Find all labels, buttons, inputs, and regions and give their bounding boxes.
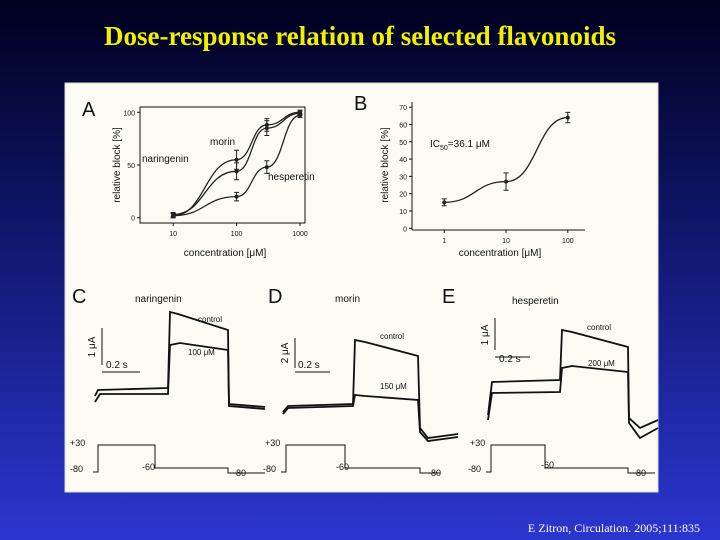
annotation: IC50=36.1 μM: [430, 139, 490, 152]
data-point: [171, 213, 176, 218]
series-label: naringenin: [142, 154, 189, 165]
drug-name: naringenin: [135, 294, 182, 305]
data-point: [565, 115, 570, 120]
data-point: [504, 179, 509, 184]
x-axis-label: concentration [μM]: [184, 248, 267, 259]
y-axis-label: relative block [%]: [112, 127, 123, 203]
voltage-label: -80: [263, 464, 276, 474]
current-trace: [487, 328, 659, 430]
voltage-protocol: [486, 444, 655, 474]
scale-label: 2 μA: [280, 342, 291, 363]
data-point: [234, 194, 239, 199]
slide-title: Dose-response relation of selected flavo…: [104, 21, 616, 51]
current-trace: [282, 394, 459, 442]
voltage-label: +30: [470, 438, 485, 448]
y-tick-label: 70: [399, 105, 407, 112]
voltage-protocol: [93, 444, 265, 474]
panel-label: B: [354, 93, 367, 115]
panel-label: C: [72, 286, 86, 308]
scale-label: 0.2 s: [106, 360, 128, 371]
panel-label: D: [268, 286, 282, 308]
y-tick-label: 40: [399, 157, 407, 164]
y-tick-label: 50: [127, 163, 135, 170]
scale-label: 1 μA: [87, 336, 98, 357]
y-tick-label: 0: [403, 226, 407, 233]
scale-label: 0.2 s: [499, 354, 521, 365]
x-tick-label: 10: [502, 238, 510, 245]
scale-label: 1 μA: [480, 324, 491, 345]
x-tick-label: 1000: [292, 231, 308, 238]
data-point: [264, 122, 269, 127]
voltage-label: -80: [428, 468, 441, 478]
voltage-label: +30: [265, 438, 280, 448]
trace-label: control: [380, 332, 404, 341]
scale-label: 0.2 s: [298, 360, 320, 371]
fit-curve: [173, 112, 301, 216]
data-point: [234, 157, 239, 162]
trace-label: 200 μM: [588, 359, 615, 368]
series-label: morin: [210, 137, 235, 148]
data-point: [234, 169, 239, 174]
current-trace: [487, 365, 659, 440]
panel-label: E: [442, 286, 455, 308]
trace-label: 150 μM: [380, 382, 407, 391]
x-tick-label: 100: [231, 231, 243, 238]
voltage-label: -80: [70, 464, 83, 474]
drug-name: morin: [335, 294, 360, 305]
annotation-part: =36.1 μM: [448, 139, 490, 150]
x-tick-label: 100: [562, 238, 574, 245]
y-tick-label: 60: [399, 122, 407, 129]
fit-curve: [173, 114, 301, 217]
data-point: [264, 165, 269, 170]
figure: [64, 82, 659, 493]
trace-label: control: [198, 315, 222, 324]
data-point: [297, 113, 302, 118]
voltage-label: -60: [142, 462, 155, 472]
annotation-subscript: 50: [440, 145, 448, 152]
citation: E Zitron, Circulation. 2005;111:835: [528, 521, 700, 535]
current-trace: [94, 342, 266, 410]
annotation-part: IC: [430, 139, 440, 150]
x-axis-label: concentration [μM]: [459, 248, 542, 259]
voltage-label: -80: [468, 464, 481, 474]
voltage-label: -60: [336, 462, 349, 472]
data-point: [442, 200, 447, 205]
y-tick-label: 100: [123, 110, 135, 117]
x-tick-label: 10: [169, 231, 177, 238]
y-tick-label: 10: [399, 209, 407, 216]
y-axis-label: relative block [%]: [380, 127, 391, 203]
current-trace: [282, 338, 459, 439]
x-tick-label: 1: [442, 238, 446, 245]
series-label: hesperetin: [268, 172, 315, 183]
drug-name: hesperetin: [512, 296, 559, 307]
fit-curve: [173, 111, 300, 217]
y-tick-label: 50: [399, 140, 407, 147]
voltage-label: -80: [233, 468, 246, 478]
trace-label: 100 μM: [188, 348, 215, 357]
y-tick-label: 30: [399, 174, 407, 181]
voltage-label: -80: [633, 468, 646, 478]
y-tick-label: 0: [131, 216, 135, 223]
panel-label: A: [82, 99, 96, 121]
voltage-label: -60: [541, 460, 554, 470]
y-tick-label: 20: [399, 192, 407, 199]
voltage-label: +30: [70, 438, 85, 448]
trace-label: control: [587, 323, 611, 332]
voltage-protocol: [281, 444, 440, 474]
